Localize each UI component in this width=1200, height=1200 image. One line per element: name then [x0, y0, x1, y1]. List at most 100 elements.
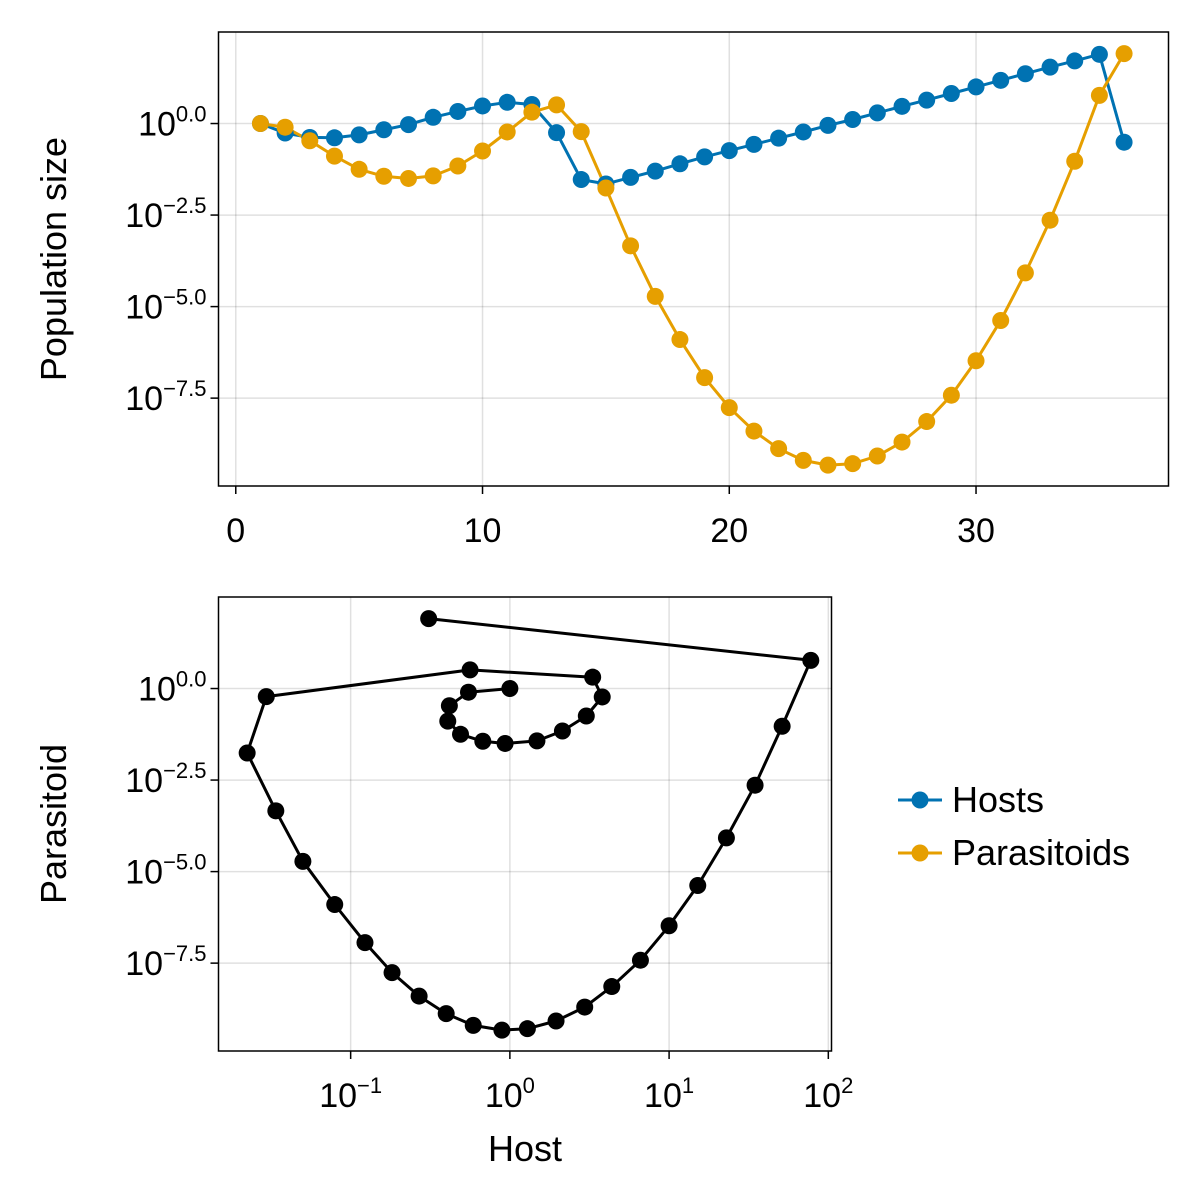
- phase-data-point: [717, 829, 735, 847]
- time-series-y-tick-label-base: 10: [138, 106, 176, 144]
- phase-plot-x-ticks: 10−1 100 101 102: [319, 1051, 853, 1115]
- phase-plot-y-ticks: 100.010−2.510−5.010−7.5: [125, 667, 219, 983]
- time-series-y-tick-label: 10−5.0: [125, 285, 206, 327]
- hosts-data-point: [1115, 133, 1133, 151]
- phase-data-point: [746, 776, 764, 794]
- phase-plot-x-tick-label: 102: [803, 1073, 853, 1115]
- phase-data-point: [577, 707, 595, 725]
- legend-parasitoids-label: Parasitoids: [952, 832, 1130, 873]
- time-series-y-ticks: 100.010−2.510−5.010−7.5: [125, 102, 219, 418]
- phase-plot-points: [238, 610, 820, 1039]
- phase-data-point: [553, 722, 571, 740]
- hosts-data-point: [671, 155, 689, 173]
- phase-data-point: [440, 697, 458, 715]
- hosts-data-point: [942, 85, 960, 103]
- legend-hosts-label: Hosts: [952, 779, 1044, 820]
- parasitoids-data-point: [992, 312, 1010, 330]
- parasitoids-data-point: [967, 352, 985, 370]
- phase-data-point: [603, 978, 621, 996]
- phase-data-point: [461, 661, 479, 679]
- hosts-data-point: [474, 97, 492, 115]
- hosts-data-point: [992, 71, 1010, 89]
- phase-data-point: [631, 951, 649, 969]
- parasitoids-data-point: [745, 422, 763, 440]
- phase-data-point: [294, 852, 312, 870]
- hosts-data-point: [770, 129, 788, 147]
- phase-plot-x-axis-label: Host: [488, 1128, 562, 1169]
- phase-plot-y-tick-label: 10−2.5: [125, 758, 206, 800]
- time-series-y-axis-label: Population size: [33, 137, 74, 381]
- phase-plot-x-tick-label-base: 10: [803, 1077, 841, 1115]
- parasitoids-data-point: [868, 447, 886, 465]
- phase-plot-y-tick-label-base: 10: [125, 945, 163, 983]
- parasitoids-data-point: [819, 456, 837, 474]
- hosts-data-point: [844, 111, 862, 129]
- hosts-data-point: [646, 162, 664, 180]
- phase-plot-y-tick-label: 100.0: [138, 667, 206, 709]
- time-series-y-tick-label-exponent: −2.5: [163, 193, 206, 218]
- parasitoids-data-point: [696, 369, 714, 387]
- phase-plot-y-tick-label-base: 10: [125, 762, 163, 800]
- phase-plot-x-tick-label-base: 10: [644, 1077, 682, 1115]
- phase-data-point: [547, 1012, 565, 1030]
- parasitoids-data-point: [622, 237, 640, 255]
- parasitoids-data-point: [893, 433, 911, 451]
- parasitoids-data-point: [597, 179, 615, 197]
- parasitoids-data-point: [375, 167, 393, 185]
- parasitoids-data-point: [794, 451, 812, 469]
- hosts-data-point: [449, 102, 467, 120]
- phase-data-point: [493, 1021, 511, 1039]
- hosts-data-point: [720, 142, 738, 160]
- parasitoids-data-point: [276, 118, 294, 136]
- hosts-data-point: [918, 91, 936, 109]
- hosts-data-point: [1041, 58, 1059, 76]
- phase-data-point: [238, 744, 256, 762]
- parasitoids-data-point: [646, 287, 664, 305]
- hosts-data-point: [1016, 65, 1034, 83]
- time-series-y-tick-label-base: 10: [125, 289, 163, 327]
- hosts-data-point: [696, 148, 714, 166]
- parasitoids-data-point: [942, 386, 960, 404]
- phase-data-point: [410, 987, 428, 1005]
- phase-plot-y-tick-label-exponent: −2.5: [163, 758, 206, 783]
- time-series-y-tick-label-base: 10: [125, 197, 163, 235]
- time-series-y-tick-label-exponent: −5.0: [163, 285, 206, 310]
- phase-plot-frame: [217, 596, 833, 1052]
- parasitoids-data-point: [548, 96, 566, 114]
- phase-data-point: [528, 732, 546, 750]
- parasitoids-data-point: [350, 160, 368, 178]
- hosts-data-point: [325, 129, 343, 147]
- time-series-x-tick-label: 30: [957, 512, 995, 550]
- legend-hosts-marker: [911, 791, 929, 809]
- parasitoids-data-point: [770, 440, 788, 458]
- hosts-data-point: [967, 78, 985, 96]
- phase-data-point: [773, 717, 791, 735]
- phase-data-point: [501, 680, 519, 698]
- phase-data-point: [584, 668, 602, 686]
- phase-data-point: [356, 934, 374, 952]
- parasitoids-data-point: [844, 455, 862, 473]
- parasitoids-data-point: [572, 123, 590, 141]
- legend: Hosts Parasitoids: [898, 779, 1130, 873]
- time-series-y-tick-label: 100.0: [138, 102, 206, 144]
- parasitoids-data-point: [671, 331, 689, 349]
- parasitoids-data-point: [918, 413, 936, 431]
- phase-data-point: [267, 802, 285, 820]
- time-series-x-tick-label: 10: [464, 512, 502, 550]
- parasitoids-data-point: [474, 142, 492, 160]
- hosts-data-point: [893, 97, 911, 115]
- phase-plot-y-tick-label-exponent: 0.0: [176, 667, 207, 692]
- phase-plot-x-tick-label-base: 10: [319, 1077, 357, 1115]
- phase-data-point: [518, 1020, 536, 1038]
- hosts-data-point: [1066, 52, 1084, 70]
- phase-plot-chart: 10−1 100 101 102 100.010−2.510−5.010−7.5 Ho…: [33, 596, 853, 1169]
- hosts-data-point: [375, 121, 393, 139]
- legend-parasitoids-marker: [911, 844, 929, 862]
- time-series-x-tick-label: 0: [226, 512, 245, 550]
- phase-data-point: [689, 877, 707, 895]
- hosts-data-point: [424, 108, 442, 126]
- hosts-series-line: [259, 52, 1126, 186]
- parasitoids-data-point: [720, 399, 738, 417]
- phase-data-point: [420, 610, 438, 628]
- phase-plot-x-tick-label-exponent: 2: [841, 1073, 853, 1098]
